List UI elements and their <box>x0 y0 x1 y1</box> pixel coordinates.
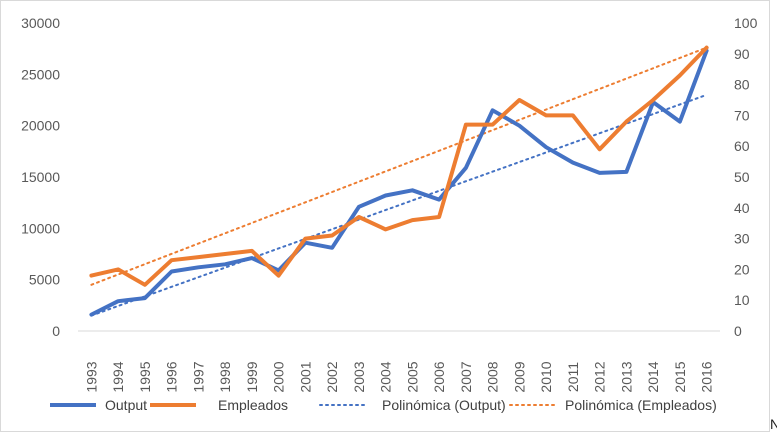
x-tick-label: 2013 <box>618 361 634 392</box>
legend-label: Output <box>105 397 147 413</box>
series-line-empleados <box>89 45 709 287</box>
y-left-tick-label: 0 <box>52 323 60 339</box>
chart-area <box>0 0 770 432</box>
y-right-tick-label: 30 <box>734 231 750 247</box>
x-tick-label: 2008 <box>485 361 501 392</box>
legend-label: Polinómica (Output) <box>382 397 506 413</box>
y-left-tick-label: 10000 <box>21 220 60 236</box>
x-tick-label: 1997 <box>190 361 206 392</box>
x-tick-label: 2004 <box>378 361 394 392</box>
x-tick-label: 2006 <box>431 361 447 392</box>
x-tick-label: 2016 <box>699 361 715 392</box>
x-tick-label: 2000 <box>271 361 287 392</box>
legend-label: Polinómica (Empleados) <box>565 397 717 413</box>
x-tick-label: 1994 <box>110 361 126 392</box>
y-right-tick-label: 100 <box>734 15 758 31</box>
x-tick-label: 1999 <box>244 361 260 392</box>
series-line-output <box>89 48 709 317</box>
x-tick-label: 2001 <box>297 361 313 392</box>
x-tick-label: 2015 <box>672 361 688 392</box>
y-left-tick-label: 15000 <box>21 169 60 185</box>
y-left-tick-label: 20000 <box>21 118 60 134</box>
x-tick-label: 1998 <box>217 361 233 392</box>
y-right-tick-label: 80 <box>734 77 750 93</box>
y-left-tick-label: 5000 <box>29 272 60 288</box>
y-right-tick-label: 0 <box>734 323 742 339</box>
x-tick-label: 2012 <box>592 361 608 392</box>
legend-label: Empleados <box>218 397 288 413</box>
x-tick-label: 2003 <box>351 361 367 392</box>
x-tick-label: 2005 <box>404 361 420 392</box>
trendline-polin-mica-output- <box>90 93 708 317</box>
y-right-tick-label: 40 <box>734 200 750 216</box>
y-right-tick-label: 50 <box>734 169 750 185</box>
y-left-tick-label: 25000 <box>21 66 60 82</box>
x-tick-label: 1993 <box>83 361 99 392</box>
x-tick-label: 2011 <box>565 362 581 392</box>
x-tick-label: 2002 <box>324 361 340 392</box>
x-tick-label: 2010 <box>538 361 554 392</box>
y-right-tick-label: 90 <box>734 46 750 62</box>
x-tick-label: 2014 <box>645 361 661 392</box>
trendline-polin-mica-empleados- <box>90 46 708 286</box>
y-right-tick-label: 20 <box>734 261 750 277</box>
x-tick-label: 1996 <box>164 361 180 392</box>
x-tick-label: 2009 <box>511 361 527 392</box>
y-right-tick-label: 70 <box>734 107 750 123</box>
x-tick-label: 2007 <box>458 361 474 392</box>
y-left-tick-label: 30000 <box>21 15 60 31</box>
y-right-tick-label: 60 <box>734 138 750 154</box>
x-tick-label: 1995 <box>137 361 153 392</box>
y-right-tick-label: 10 <box>734 292 750 308</box>
cropped-text: N <box>770 416 777 432</box>
